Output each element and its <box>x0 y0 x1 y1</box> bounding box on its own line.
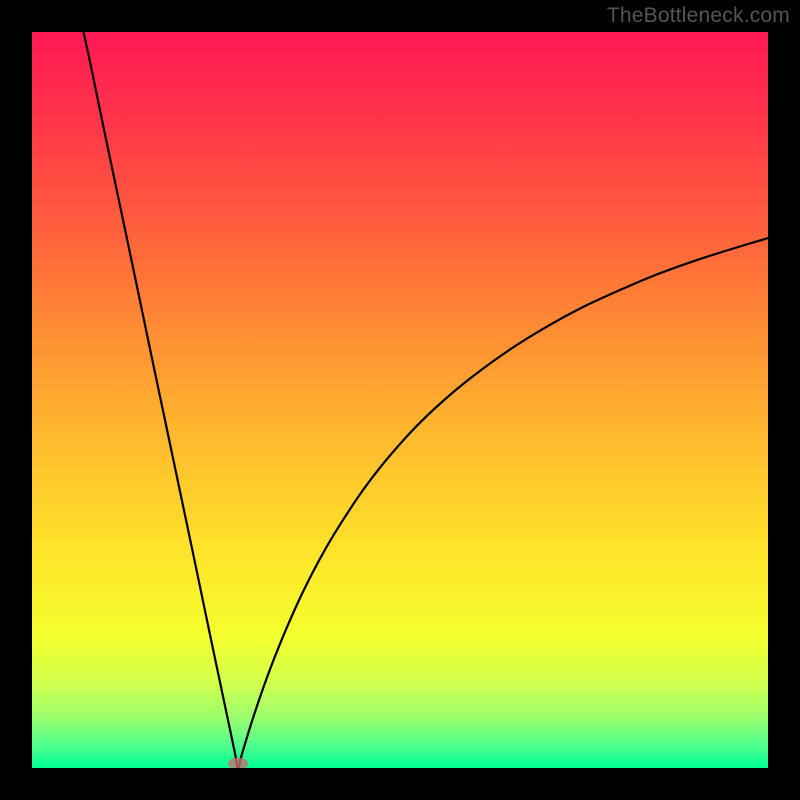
chart-frame: TheBottleneck.com <box>0 0 800 800</box>
bottleneck-chart <box>0 0 800 800</box>
plot-background <box>32 32 768 768</box>
optimum-marker <box>228 758 248 770</box>
watermark-text: TheBottleneck.com <box>607 4 790 28</box>
